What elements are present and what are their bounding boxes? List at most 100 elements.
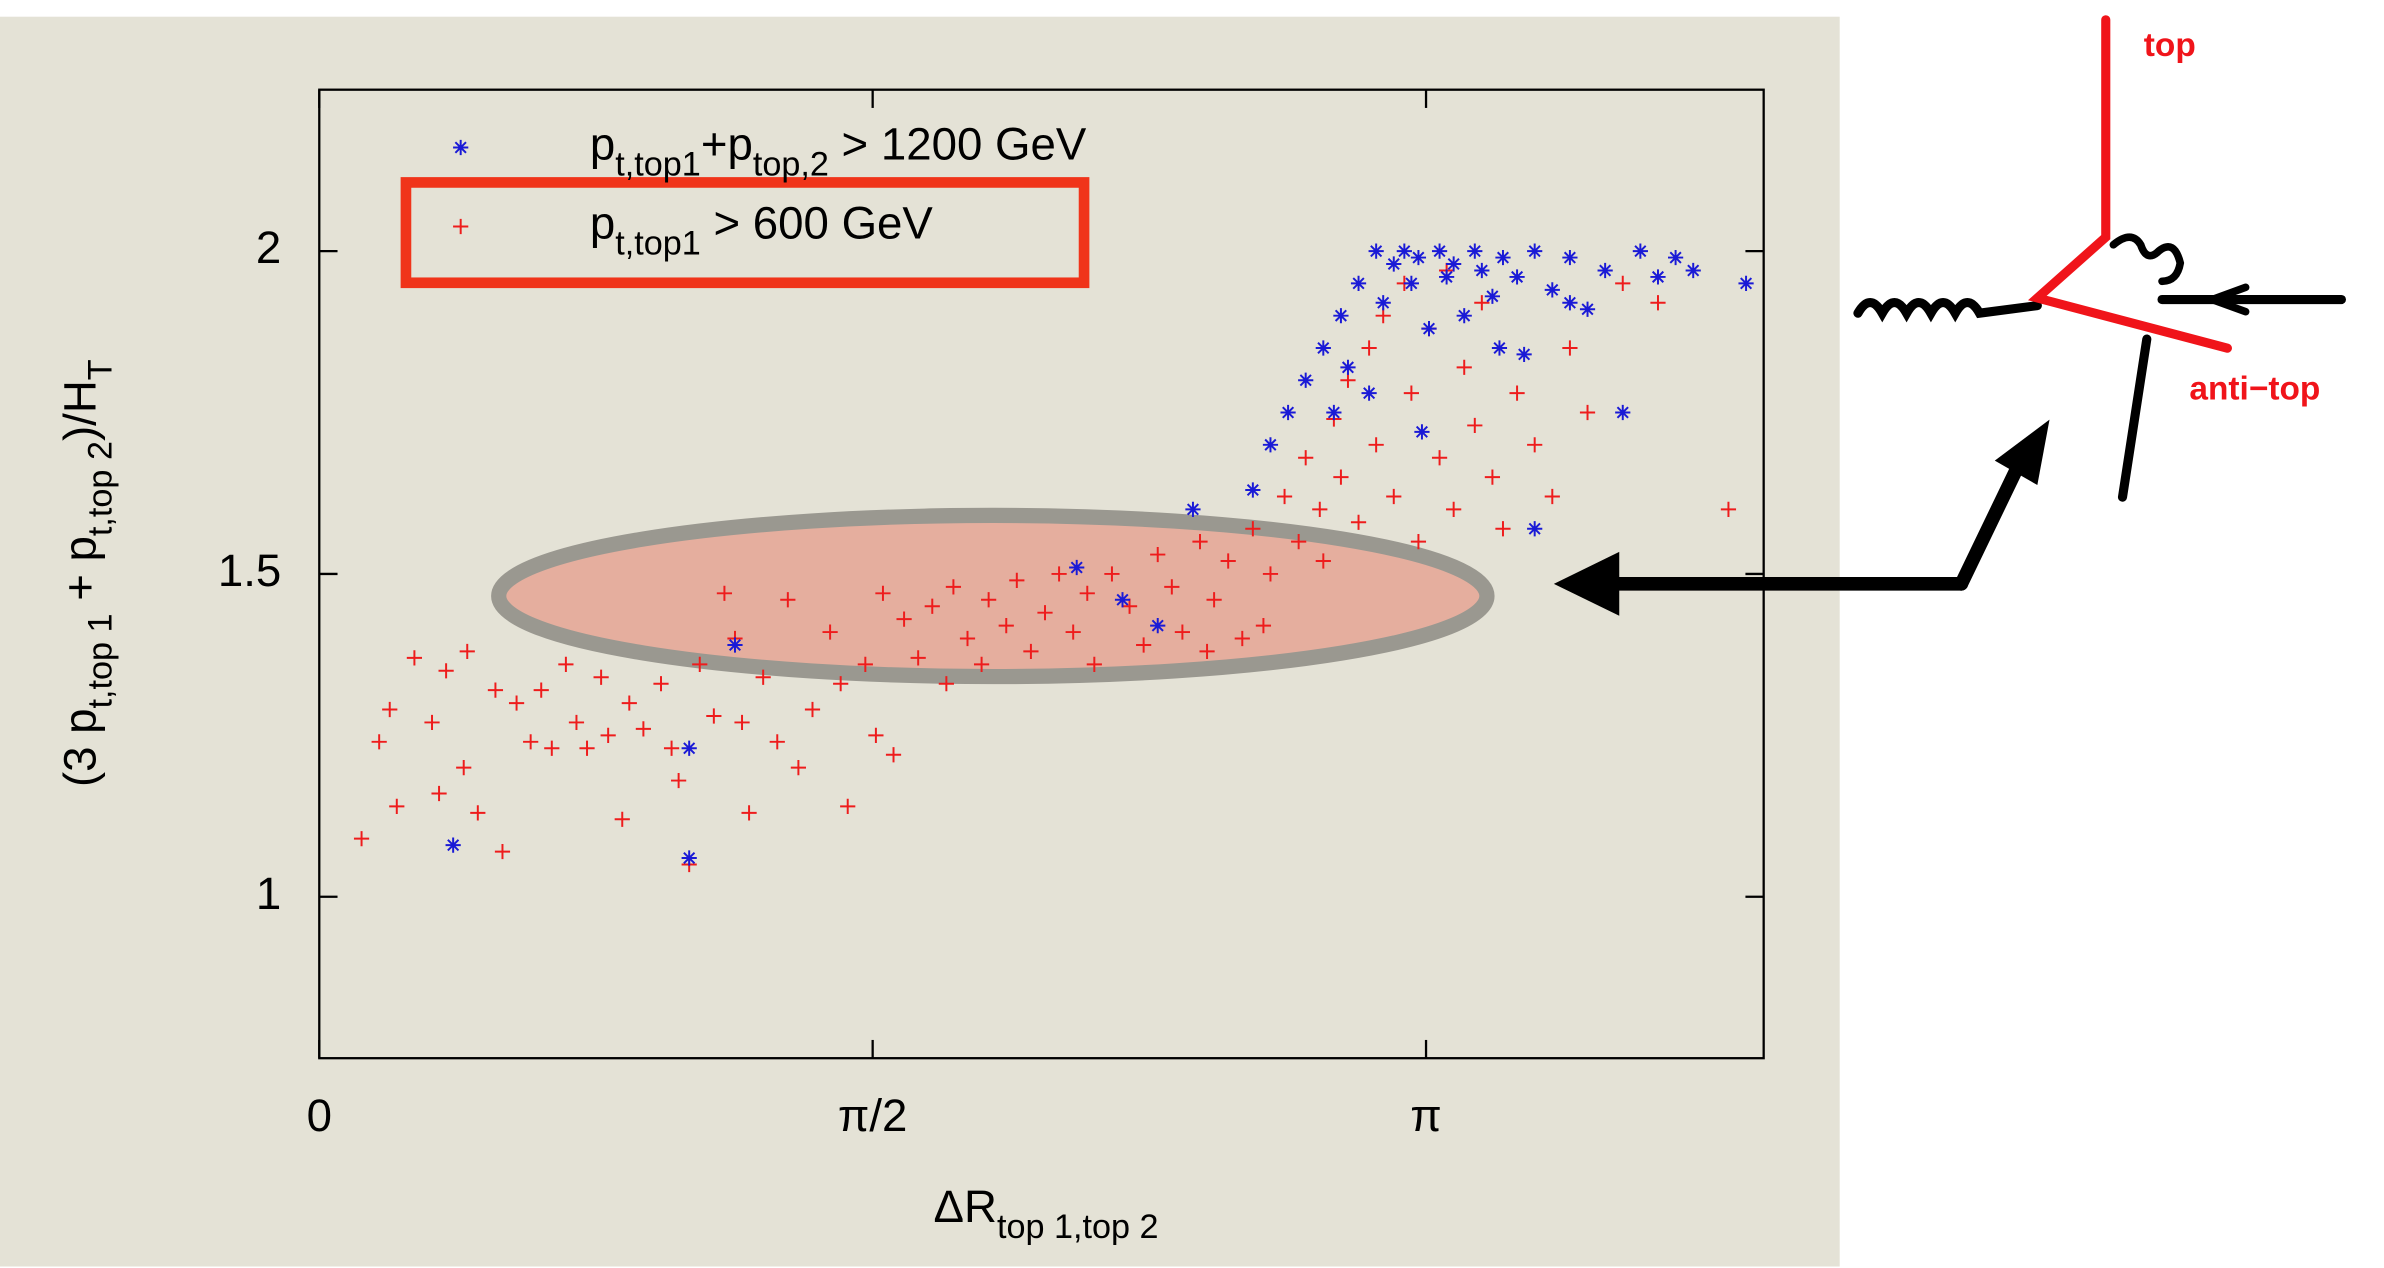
x-axis-label: ΔRtop 1,top 2 <box>934 1181 1159 1246</box>
point <box>755 669 771 685</box>
point <box>1467 243 1483 259</box>
point <box>1368 243 1384 259</box>
point <box>523 734 539 750</box>
point <box>1315 553 1331 569</box>
point <box>1527 521 1543 537</box>
point <box>875 585 891 601</box>
point <box>1298 372 1314 388</box>
point <box>1333 308 1349 324</box>
point <box>382 701 398 718</box>
point <box>1037 605 1053 621</box>
point <box>1527 243 1543 259</box>
point <box>1474 295 1490 311</box>
point <box>445 837 461 853</box>
label-part: (3 p <box>55 708 106 787</box>
point <box>1315 340 1331 356</box>
annotation: top <box>2144 27 2196 64</box>
point <box>353 831 370 847</box>
point <box>1245 482 1261 498</box>
point <box>621 695 637 711</box>
highlight-ellipse <box>491 507 1495 685</box>
point <box>1069 559 1085 576</box>
point <box>1174 624 1190 640</box>
point <box>833 676 849 692</box>
point <box>910 650 926 666</box>
point <box>1150 546 1166 563</box>
point <box>1431 243 1448 259</box>
y-axis-label: (3 pt,top 1 + pt,top 2)/HT <box>55 359 120 787</box>
point <box>706 708 722 724</box>
point <box>371 734 387 750</box>
point <box>533 682 549 698</box>
point <box>1136 637 1152 653</box>
label-part: t,top1 <box>615 225 701 263</box>
point <box>1245 521 1261 537</box>
point <box>389 798 405 814</box>
point <box>896 611 912 627</box>
legend-marker <box>453 139 469 156</box>
point <box>780 592 796 608</box>
point <box>1150 617 1166 634</box>
point <box>1206 592 1222 608</box>
label-part: +p <box>701 119 753 170</box>
point <box>1220 553 1236 569</box>
point <box>840 798 856 814</box>
top-line <box>2027 15 2232 353</box>
point <box>424 714 440 731</box>
point <box>1114 592 1131 608</box>
point <box>1431 450 1448 466</box>
point <box>1597 262 1613 279</box>
point <box>1410 534 1427 550</box>
label-part: T <box>82 359 120 380</box>
point <box>885 747 902 763</box>
point <box>1439 269 1455 285</box>
point <box>1350 514 1367 530</box>
point <box>1255 617 1272 634</box>
point <box>1516 346 1532 363</box>
point <box>1065 624 1081 640</box>
point <box>1326 404 1342 421</box>
label-part: p <box>590 198 615 249</box>
legend-highlight <box>400 177 1090 289</box>
point <box>938 676 954 692</box>
point <box>470 805 486 821</box>
point <box>1340 372 1356 388</box>
point <box>1509 385 1525 401</box>
point <box>635 721 651 737</box>
point <box>1333 469 1349 485</box>
point <box>857 656 873 672</box>
point <box>663 740 680 756</box>
label-part: ΔR <box>934 1181 997 1232</box>
point <box>981 592 997 608</box>
point <box>804 701 821 718</box>
point <box>544 740 560 756</box>
point <box>1632 243 1648 259</box>
point <box>1446 501 1462 517</box>
point <box>692 656 708 672</box>
point <box>1121 598 1138 614</box>
point <box>1298 450 1314 466</box>
point <box>1562 295 1578 311</box>
label-part: > 1200 GeV <box>829 119 1087 170</box>
point <box>1491 340 1508 356</box>
point <box>1414 424 1430 440</box>
data-layer <box>353 243 1754 873</box>
point <box>1262 566 1279 582</box>
point <box>998 617 1014 634</box>
point <box>1527 437 1543 453</box>
point <box>1667 249 1684 266</box>
point <box>769 734 785 750</box>
label-part: t,top1 <box>615 146 701 184</box>
point <box>1474 262 1490 279</box>
diagram <box>1604 15 2346 591</box>
point <box>1650 269 1666 285</box>
point <box>508 695 525 711</box>
point <box>614 811 630 827</box>
point <box>438 663 454 679</box>
point <box>1009 572 1025 589</box>
label-part: top,2 <box>753 146 829 184</box>
y-tick-label: 1.5 <box>218 545 281 596</box>
label-part: )/H <box>55 380 106 441</box>
label-part: top 1,top 2 <box>997 1208 1159 1246</box>
label-part: t,top 1 <box>82 613 120 708</box>
